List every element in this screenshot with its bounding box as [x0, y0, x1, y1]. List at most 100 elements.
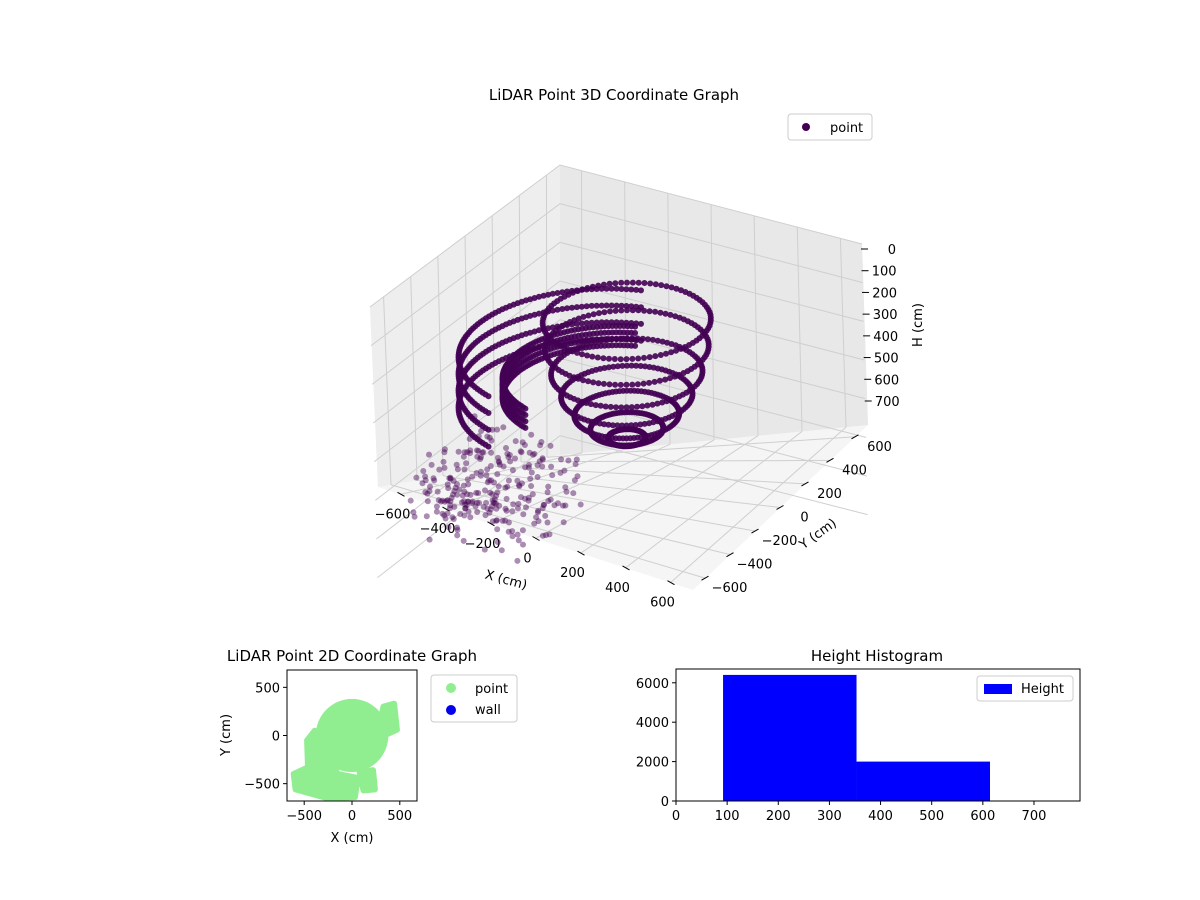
- point-marker: [537, 442, 544, 449]
- point-marker: [605, 421, 612, 428]
- point-marker: [439, 497, 446, 504]
- point-marker: [646, 379, 653, 386]
- point-region: [356, 767, 378, 794]
- point-marker: [569, 304, 575, 311]
- point-marker: [633, 303, 640, 310]
- point-marker: [478, 468, 484, 475]
- chart-3d-title: LiDAR Point 3D Coordinate Graph: [489, 86, 739, 104]
- point-marker: [623, 404, 630, 411]
- point-marker: [447, 475, 454, 482]
- point-marker: [451, 488, 458, 495]
- point-marker: [446, 475, 453, 482]
- point-marker: [539, 455, 546, 462]
- point-marker: [633, 286, 640, 293]
- point-marker: [433, 508, 440, 515]
- point-marker: [632, 427, 639, 433]
- point-marker: [455, 448, 462, 455]
- histogram-bars: [723, 674, 990, 801]
- point-marker: [628, 286, 635, 293]
- point-marker: [607, 308, 613, 315]
- point-marker: [662, 376, 669, 383]
- point-marker: [637, 421, 644, 428]
- point-marker: [454, 491, 461, 498]
- point-marker: [644, 402, 651, 409]
- point-marker: [644, 336, 651, 343]
- point-marker: [423, 513, 430, 520]
- point-marker: [514, 505, 521, 512]
- point-marker: [481, 546, 488, 553]
- point-marker: [450, 478, 457, 484]
- z-tick-label: 400: [873, 330, 898, 345]
- chart-2d-legend[interactable]: point wall: [430, 674, 518, 723]
- point-marker: [503, 445, 509, 451]
- point-marker: [509, 528, 516, 535]
- point-marker: [430, 475, 437, 482]
- point-marker: [407, 497, 414, 504]
- point-marker: [460, 482, 467, 489]
- point-marker: [482, 487, 488, 494]
- point-marker: [536, 310, 542, 317]
- point-marker: [562, 502, 569, 509]
- point-marker: [499, 517, 506, 524]
- point-marker: [606, 381, 613, 388]
- legend-label-point: point: [830, 121, 863, 136]
- point-marker: [525, 464, 532, 471]
- z-tick-label: 100: [872, 265, 897, 280]
- point-marker: [641, 420, 648, 427]
- point-marker: [585, 378, 592, 385]
- point-marker: [529, 491, 536, 498]
- legend-swatch-height: [984, 684, 1012, 694]
- point-marker: [427, 483, 433, 490]
- x-tick-label: 0: [672, 809, 680, 824]
- point-marker: [668, 284, 675, 291]
- chart-3d-legend[interactable]: point: [787, 113, 873, 141]
- point-marker: [657, 309, 664, 316]
- point-marker: [454, 527, 461, 533]
- point-marker: [595, 380, 602, 387]
- point-marker: [540, 309, 547, 316]
- point-marker: [569, 287, 575, 294]
- point-marker: [540, 326, 547, 333]
- point-marker: [588, 286, 595, 293]
- legend-box: [787, 113, 873, 141]
- point-marker: [507, 458, 514, 465]
- point-marker: [562, 484, 569, 491]
- point-marker: [514, 557, 521, 564]
- point-marker: [635, 355, 642, 362]
- point-marker: [494, 471, 501, 478]
- x-tick-label: 200: [766, 809, 791, 824]
- point-marker: [519, 527, 526, 534]
- point-marker: [632, 323, 639, 330]
- x-tick-label: 600: [970, 809, 995, 824]
- point-marker: [640, 380, 647, 387]
- point-marker: [488, 477, 494, 484]
- point-marker: [505, 454, 512, 461]
- point-marker: [539, 505, 546, 512]
- point-marker: [667, 375, 673, 382]
- point-marker: [460, 453, 467, 460]
- point-marker: [444, 481, 451, 488]
- point-marker: [593, 286, 600, 292]
- point-marker: [554, 323, 561, 330]
- point-marker: [623, 303, 630, 309]
- point-marker: [411, 513, 418, 520]
- point-marker: [453, 461, 460, 468]
- point-marker: [623, 356, 630, 363]
- point-marker: [474, 499, 481, 506]
- point-marker: [603, 302, 610, 309]
- point-marker: [590, 311, 597, 318]
- point-marker: [525, 494, 532, 501]
- point-marker: [487, 463, 494, 469]
- point-marker: [596, 310, 602, 317]
- point-marker: [547, 442, 554, 449]
- point-marker: [617, 356, 624, 363]
- point-marker: [469, 473, 476, 480]
- point-marker: [542, 512, 549, 519]
- point-marker: [649, 336, 656, 343]
- histogram-frame: [675, 668, 1081, 802]
- point-marker: [443, 497, 450, 504]
- point-marker: [534, 509, 541, 516]
- point-marker: [489, 491, 496, 498]
- histogram-legend[interactable]: Height: [976, 675, 1074, 702]
- point-marker: [663, 350, 669, 357]
